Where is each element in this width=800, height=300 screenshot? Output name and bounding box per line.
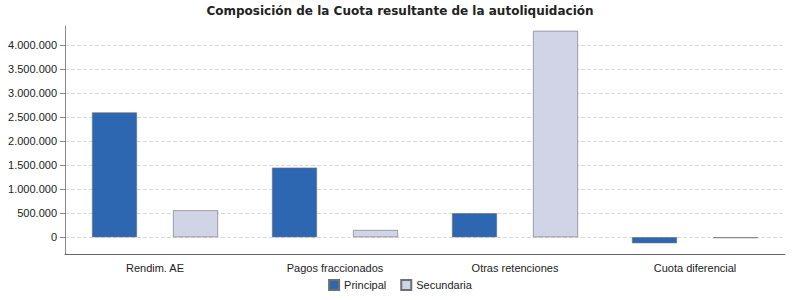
svg-text:0: 0: [51, 231, 57, 243]
svg-text:1.500.000: 1.500.000: [8, 159, 57, 171]
svg-text:Otras retenciones: Otras retenciones: [472, 262, 559, 274]
svg-text:2.500.000: 2.500.000: [8, 111, 57, 123]
svg-text:3.500.000: 3.500.000: [8, 63, 57, 75]
svg-text:500.000: 500.000: [17, 207, 57, 219]
svg-text:Cuota diferencial: Cuota diferencial: [654, 262, 737, 274]
svg-text:3.000.000: 3.000.000: [8, 87, 57, 99]
svg-text:Composición de la Cuota result: Composición de la Cuota resultante de la…: [206, 4, 593, 18]
svg-text:1.000.000: 1.000.000: [8, 183, 57, 195]
svg-text:Pagos fraccionados: Pagos fraccionados: [287, 262, 384, 274]
svg-text:Rendim. AE: Rendim. AE: [126, 262, 184, 274]
svg-text:2.000.000: 2.000.000: [8, 135, 57, 147]
svg-text:Principal: Principal: [344, 279, 386, 291]
svg-text:4.000.000: 4.000.000: [8, 39, 57, 51]
svg-text:Secundaria: Secundaria: [416, 279, 473, 291]
